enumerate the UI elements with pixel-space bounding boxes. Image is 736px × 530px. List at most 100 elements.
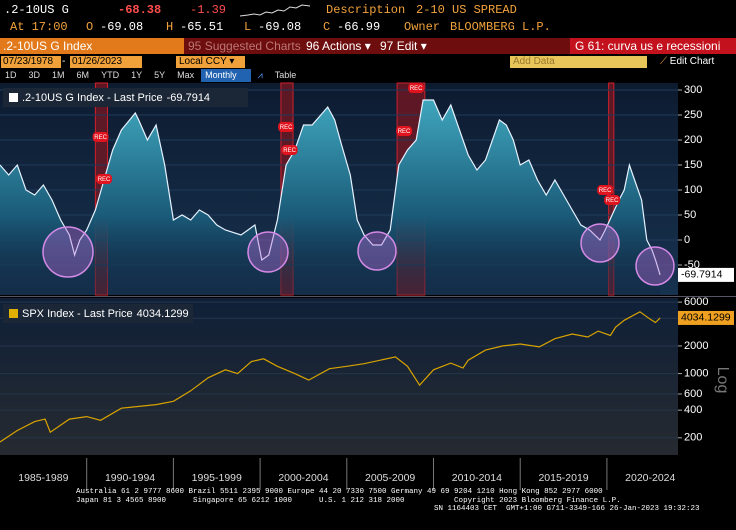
legend-name: SPX Index - Last Price <box>22 308 133 320</box>
label: Actions <box>322 39 362 53</box>
highlight-circles <box>42 223 675 286</box>
range-button[interactable]: 3D <box>28 70 41 80</box>
start-date[interactable]: 07/23/1978 <box>1 56 61 68</box>
y-tick-label: 600 <box>684 388 702 400</box>
x-tick-label: 1990-1994 <box>105 472 155 484</box>
y-tick-label: 50 <box>684 209 696 221</box>
range-button[interactable]: 1D <box>5 70 17 80</box>
label: Suggested Charts <box>204 39 301 53</box>
last: -68.38 <box>118 3 162 17</box>
range-button[interactable]: 1Y <box>131 70 143 80</box>
legend-swatch <box>9 309 18 318</box>
last-price-label: -69.7914 <box>681 269 723 281</box>
table-button[interactable]: Table <box>274 70 297 80</box>
low: -69.08 <box>258 20 302 34</box>
chart-name: G 61: curva us e recessioni <box>570 38 736 54</box>
y-tick-label: 0 <box>684 234 690 246</box>
open: -69.08 <box>100 20 144 34</box>
close: -66.99 <box>337 20 381 34</box>
y-tick-label: 2000 <box>684 340 708 352</box>
y-tick-label: 300 <box>684 84 702 96</box>
range-button[interactable]: 6M <box>76 70 90 80</box>
legend-entry: .2-10US G Index - Last Price -69.7914 <box>22 92 210 104</box>
overlay: .2-10US G Index - Last Price -69.7914 SPX… <box>3 88 731 393</box>
currency-label: Local CCY <box>179 56 227 67</box>
footer-line: Australia 61 2 9777 8600 Brazil 5511 239… <box>76 488 603 496</box>
x-tick-label: 1985-1989 <box>18 472 68 484</box>
high-label: H <box>166 20 174 34</box>
x-tick-label: 1995-1999 <box>192 472 242 484</box>
actions-button[interactable]: 96 Actions ▾ <box>306 39 371 53</box>
x-tick-label: 2005-2009 <box>365 472 415 484</box>
key: 97 <box>380 39 394 53</box>
range-button[interactable]: 5Y <box>154 70 166 80</box>
rec-label: REC <box>599 188 612 194</box>
legend-name: .2-10US G Index - Last Price <box>22 92 163 104</box>
key: 96 <box>306 39 320 53</box>
highlight <box>580 223 620 263</box>
range-button[interactable]: 1M <box>52 70 65 80</box>
suggested-button[interactable]: 95 Suggested Charts <box>188 38 301 54</box>
owner-label: Owner <box>404 20 441 34</box>
rec-label: REC <box>606 198 619 204</box>
highlight <box>357 231 397 271</box>
sparkline <box>240 4 311 17</box>
key: 95 <box>188 39 202 53</box>
rec-label: REC <box>398 129 411 135</box>
y-tick-label: 200 <box>684 432 702 444</box>
legend-value: -69.7914 <box>167 92 210 104</box>
range-button[interactable]: Max <box>177 70 195 80</box>
last-price-tag <box>678 310 734 325</box>
y-tick-label: 200 <box>684 134 702 146</box>
rec-marker <box>597 185 614 195</box>
rec-label: REC <box>94 135 107 141</box>
chart-icon: ⩘ <box>257 70 263 80</box>
edit-chart-label: Edit Chart <box>669 56 715 67</box>
security-field[interactable]: .2-10US G Index <box>0 38 184 54</box>
y-tick-label: 100 <box>684 184 702 196</box>
legend-swatch <box>9 93 18 102</box>
add-data[interactable]: Add Data <box>510 56 647 68</box>
date-dash: - <box>62 56 66 67</box>
legend-box <box>3 304 193 323</box>
description-label: Description <box>326 3 406 17</box>
end-date[interactable]: 01/26/2023 <box>70 56 142 68</box>
rec-marker <box>408 83 425 93</box>
edit-chart[interactable]: ⟋ Edit Chart <box>660 56 715 67</box>
x-tick-label: 2020-2024 <box>625 472 675 484</box>
rec-label: REC <box>410 86 423 92</box>
range-button[interactable]: YTD <box>101 70 120 80</box>
line <box>0 311 661 443</box>
label: Edit <box>396 39 418 53</box>
currency[interactable]: Local CCY ▾ <box>176 56 245 68</box>
rec-label: REC <box>280 125 293 131</box>
x-tick-label: 2000-2004 <box>278 472 328 484</box>
highlight <box>42 226 94 278</box>
high: -65.51 <box>180 20 224 34</box>
highlight <box>635 246 675 286</box>
y-tick-label: 250 <box>684 109 702 121</box>
area <box>0 100 661 295</box>
rec-marker <box>281 145 298 155</box>
rec-marker <box>96 174 113 184</box>
log-label: Log <box>714 367 731 394</box>
footer: Australia 61 2 9777 8600 Brazil 5511 239… <box>0 488 736 514</box>
ticker: .2-10US G <box>4 3 69 17</box>
y-tick-label: 1000 <box>684 368 708 380</box>
rec-label: REC <box>283 148 296 154</box>
edit-button[interactable]: 97 Edit ▾ <box>380 39 427 53</box>
frequency-button[interactable]: Monthly <box>201 69 251 82</box>
legend-box <box>3 88 248 107</box>
rec-marker <box>396 126 413 136</box>
owner: BLOOMBERG L.P. <box>450 20 551 34</box>
open-label: O <box>86 20 94 34</box>
change: -1.39 <box>190 3 227 17</box>
legend-entry: SPX Index - Last Price 4034.1299 <box>22 308 189 320</box>
footer-line: SN 1164403 CET GMT+1:00 G711-3349-166 26… <box>434 505 700 513</box>
rec-marker <box>92 132 109 142</box>
rec-label: REC <box>98 177 111 183</box>
y-tick-label: 6000 <box>684 296 708 308</box>
last-price-label: 4034.1299 <box>681 312 731 324</box>
legend-value: 4034.1299 <box>137 308 189 320</box>
